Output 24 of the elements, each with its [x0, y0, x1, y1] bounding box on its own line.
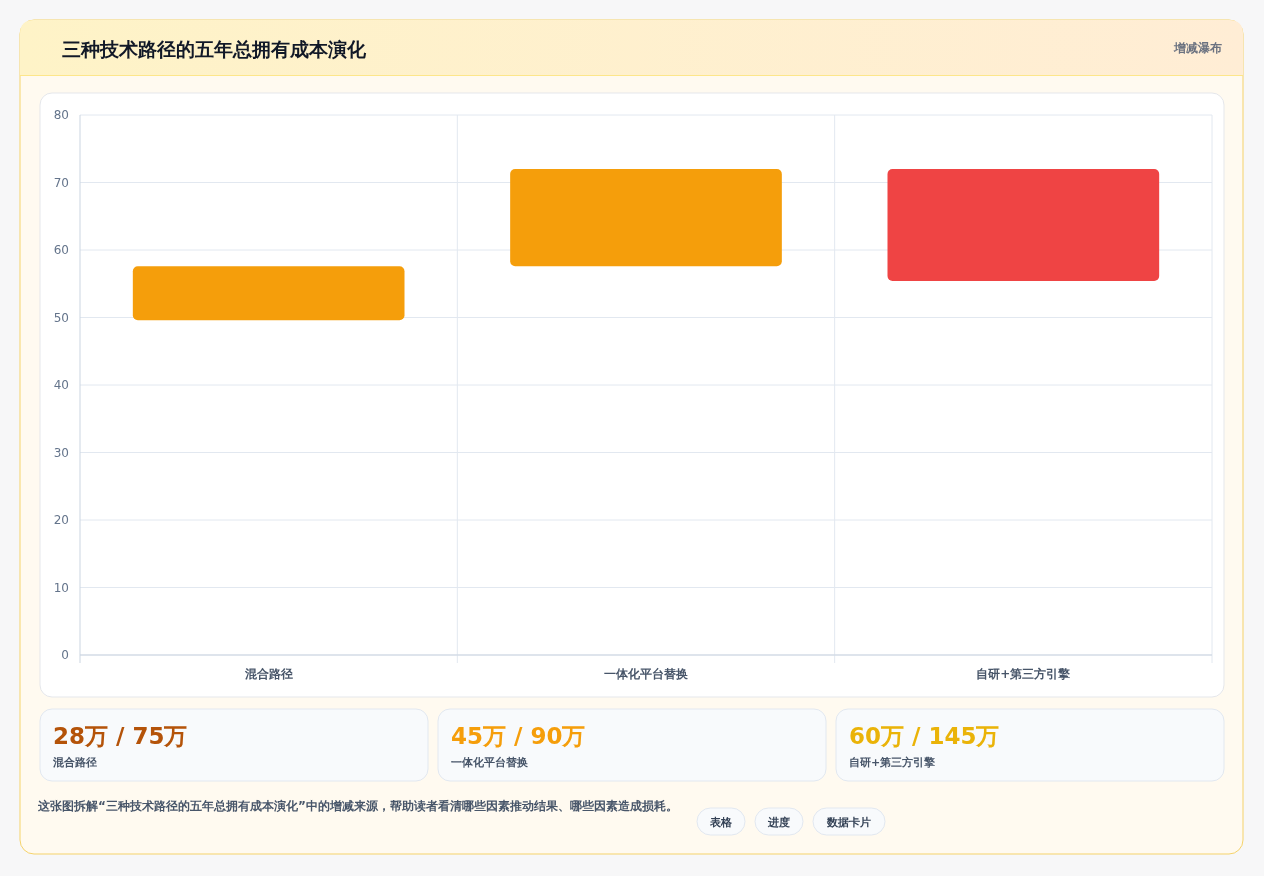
- x-tick-label: 自研+第三方引擎: [976, 667, 1072, 681]
- text: 进度: [767, 816, 790, 829]
- y-tick-label: 70: [53, 175, 69, 190]
- text: 45万 / 90万: [451, 723, 586, 749]
- y-tick-label: 50: [53, 310, 69, 325]
- category-label: 混合路径: [52, 756, 97, 769]
- chart-subtitle: 增减瀑布: [1173, 41, 1222, 55]
- category-label: 一体化平台替换: [451, 756, 528, 769]
- category-label: 自研+第三方引擎: [849, 756, 937, 769]
- y-tick-label: 40: [53, 378, 69, 392]
- y-tick-label: 0: [61, 648, 69, 662]
- x-tick-label: 混合路径: [243, 667, 293, 681]
- text: 这张图拆解“三种技术路径的五年总拥有成本演化”中的增减来源，帮助读者看清哪些因素推动结果、哪些因素造成损耗。: [37, 799, 678, 813]
- y-tick-label: 20: [53, 513, 69, 527]
- chart-title: 三种技术路径的五年总拥有成本演化: [62, 38, 367, 60]
- y-tick-label: 30: [53, 445, 69, 460]
- text: 28万 / 75万: [53, 723, 188, 749]
- text: 表格: [709, 816, 733, 829]
- text: 60万 / 145万: [849, 723, 1000, 749]
- x-tick-label: 一体化平台替换: [604, 667, 688, 681]
- y-tick-label: 60: [53, 243, 69, 257]
- y-tick-label: 10: [53, 580, 69, 595]
- y-tick-label: 80: [53, 108, 69, 122]
- text: 数据卡片: [826, 816, 871, 829]
